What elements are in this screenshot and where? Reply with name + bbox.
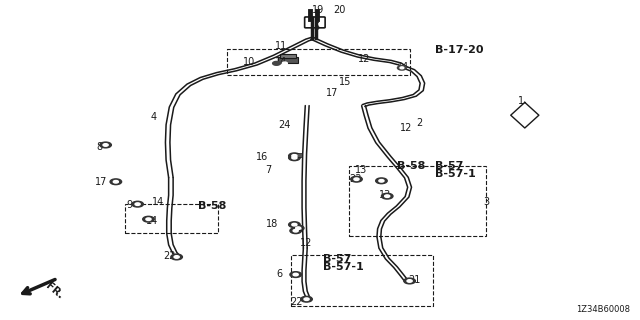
Text: B-57-1: B-57-1 xyxy=(435,169,476,180)
Text: B-57-1: B-57-1 xyxy=(323,262,364,272)
Text: 13: 13 xyxy=(355,164,367,175)
Bar xyxy=(294,153,302,157)
Circle shape xyxy=(301,296,312,302)
Text: 12: 12 xyxy=(300,238,312,248)
Text: 13: 13 xyxy=(379,190,391,200)
Circle shape xyxy=(292,156,297,159)
Circle shape xyxy=(292,155,297,157)
Bar xyxy=(125,204,218,233)
Text: 10: 10 xyxy=(243,57,255,68)
Text: 11: 11 xyxy=(275,41,287,52)
Circle shape xyxy=(103,144,108,146)
Text: 20: 20 xyxy=(333,4,345,15)
Text: 18: 18 xyxy=(266,219,278,229)
Circle shape xyxy=(289,155,300,161)
Circle shape xyxy=(400,67,404,69)
Text: 1Z34B60008: 1Z34B60008 xyxy=(577,305,630,314)
Text: 17: 17 xyxy=(95,177,107,188)
Circle shape xyxy=(290,272,301,277)
Circle shape xyxy=(135,203,140,205)
Text: 22: 22 xyxy=(163,251,176,261)
Bar xyxy=(291,255,433,306)
Bar xyxy=(294,227,302,230)
Text: 23: 23 xyxy=(349,174,361,184)
Circle shape xyxy=(282,62,287,65)
Text: 14: 14 xyxy=(275,57,287,68)
Circle shape xyxy=(296,227,301,229)
Circle shape xyxy=(379,180,384,182)
Circle shape xyxy=(290,228,301,234)
Text: 9: 9 xyxy=(127,200,133,210)
Circle shape xyxy=(273,61,280,65)
Text: 24: 24 xyxy=(278,120,291,130)
Circle shape xyxy=(351,176,362,182)
FancyBboxPatch shape xyxy=(305,17,325,28)
Circle shape xyxy=(293,229,298,232)
Circle shape xyxy=(289,222,300,228)
Circle shape xyxy=(171,254,182,260)
Text: B-57: B-57 xyxy=(435,161,463,172)
Circle shape xyxy=(381,193,393,199)
Text: 19: 19 xyxy=(312,4,324,15)
Circle shape xyxy=(293,273,298,276)
Circle shape xyxy=(304,298,309,300)
Text: 6: 6 xyxy=(276,268,283,279)
Circle shape xyxy=(289,153,300,159)
Text: B-58: B-58 xyxy=(198,201,227,212)
Text: 7: 7 xyxy=(266,164,272,175)
Circle shape xyxy=(407,280,412,282)
Text: B-58: B-58 xyxy=(397,161,425,172)
Text: B-17-20: B-17-20 xyxy=(435,44,484,55)
Text: 14: 14 xyxy=(152,196,164,207)
Circle shape xyxy=(110,179,122,185)
Circle shape xyxy=(292,223,297,226)
Text: 5: 5 xyxy=(314,22,320,32)
Circle shape xyxy=(143,216,154,222)
Text: B-57: B-57 xyxy=(323,254,351,264)
Text: FR.: FR. xyxy=(44,281,65,301)
Circle shape xyxy=(146,218,151,220)
Circle shape xyxy=(404,278,415,284)
Text: 14: 14 xyxy=(397,62,409,72)
Text: 21: 21 xyxy=(408,275,420,285)
Text: 4: 4 xyxy=(150,112,157,122)
Circle shape xyxy=(376,178,387,184)
Text: 3: 3 xyxy=(483,196,490,207)
Circle shape xyxy=(174,256,179,258)
Text: 2: 2 xyxy=(416,118,422,128)
Circle shape xyxy=(113,180,118,183)
Bar xyxy=(349,166,486,236)
Text: 15: 15 xyxy=(339,76,351,87)
Circle shape xyxy=(100,142,111,148)
Circle shape xyxy=(132,201,143,207)
Text: 12: 12 xyxy=(400,123,412,133)
Text: 14: 14 xyxy=(146,216,158,226)
Circle shape xyxy=(292,225,304,231)
Circle shape xyxy=(385,195,390,197)
Bar xyxy=(278,57,298,63)
Text: 1: 1 xyxy=(518,96,525,106)
Circle shape xyxy=(397,66,406,70)
Text: 12: 12 xyxy=(358,54,371,64)
Text: 22: 22 xyxy=(290,297,303,308)
Text: 8: 8 xyxy=(96,142,102,152)
Bar xyxy=(227,49,410,75)
Bar xyxy=(280,54,296,58)
Circle shape xyxy=(354,178,359,180)
Text: 17: 17 xyxy=(326,88,339,98)
Text: 16: 16 xyxy=(256,152,268,162)
